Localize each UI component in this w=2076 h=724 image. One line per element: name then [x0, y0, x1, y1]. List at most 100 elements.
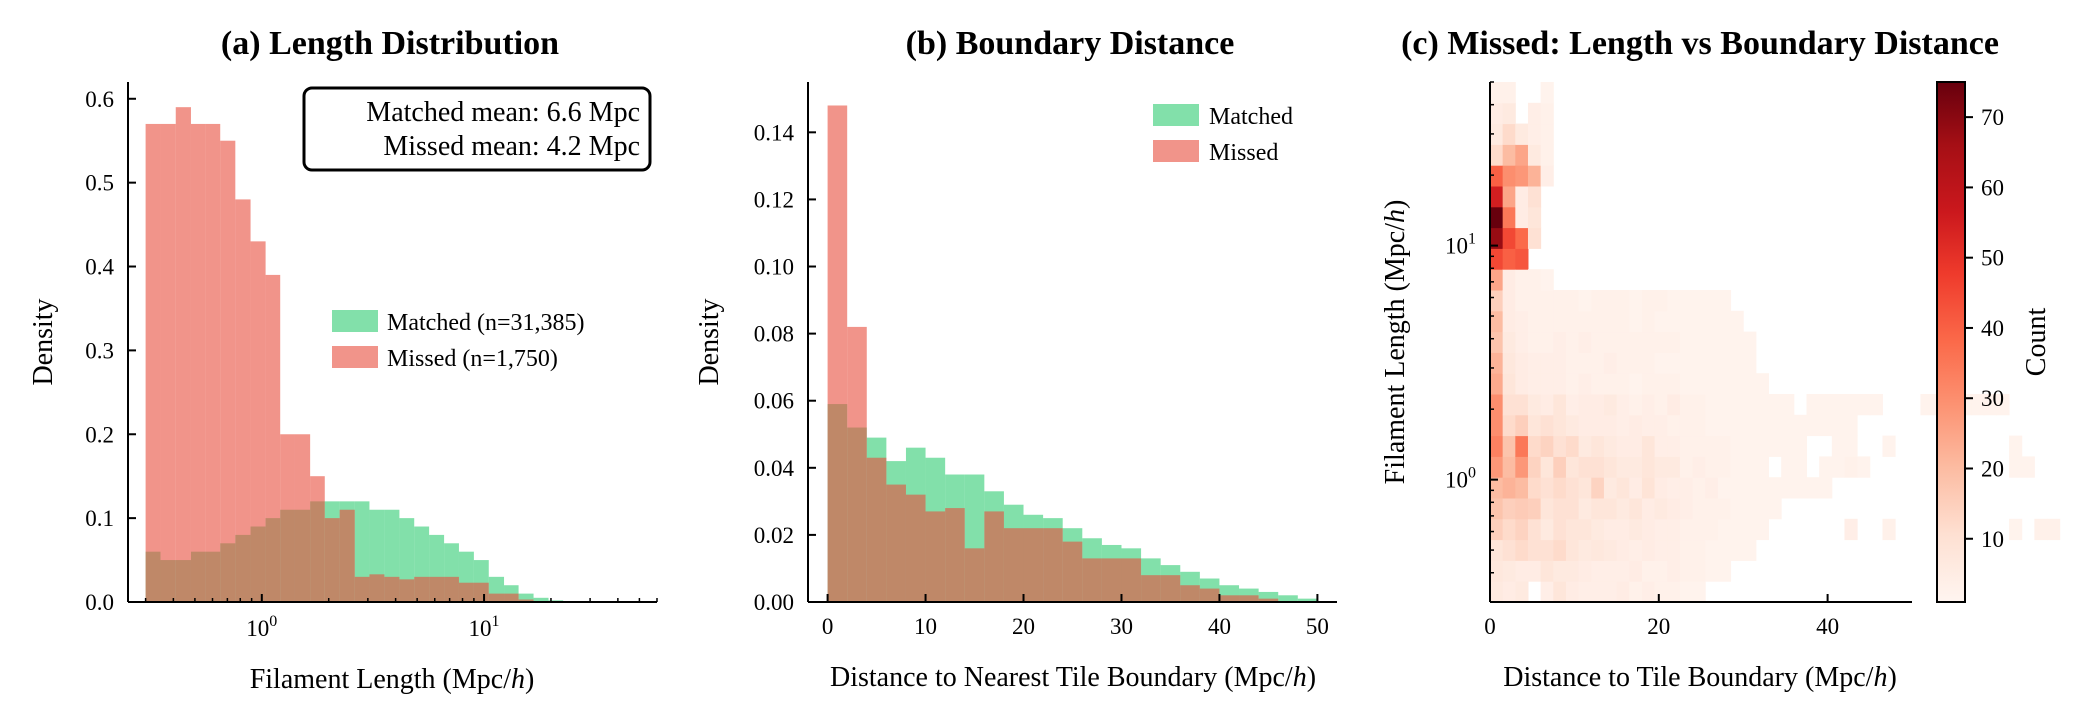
heatmap-cell	[1578, 394, 1592, 416]
heatmap-cell	[1654, 477, 1668, 499]
heatmap-cell	[1743, 518, 1757, 541]
missed-bar	[324, 518, 340, 602]
heatmap-cell	[1831, 394, 1845, 416]
heatmap-cell	[1679, 394, 1694, 416]
heatmap-cell	[1603, 414, 1618, 437]
heatmap-cell	[1565, 435, 1580, 457]
heatmap-cell	[1603, 352, 1618, 374]
heatmap-cell	[1540, 435, 1554, 457]
heatmap-cell	[1844, 518, 1858, 541]
heatmap-cell	[1527, 560, 1542, 582]
heatmap-cell	[1502, 518, 1516, 541]
heatmap-cell	[1490, 248, 1504, 270]
colorbar-label: Count	[2021, 308, 2052, 377]
heatmap-cell	[1591, 435, 1605, 457]
heatmap-cell	[1515, 206, 1529, 229]
heatmap-cell	[1502, 186, 1516, 208]
heatmap-cell	[1527, 102, 1542, 125]
heatmap-cell	[1603, 331, 1618, 353]
panel-b-legend: Matched Missed	[1153, 104, 1293, 166]
heatmap-cell	[1717, 373, 1732, 395]
heatmap-cell	[1490, 539, 1504, 561]
heatmap-cell	[1502, 102, 1516, 125]
missed-bar	[145, 123, 161, 602]
missed-bar	[458, 582, 474, 602]
heatmap-cell	[1730, 539, 1744, 561]
panel-c-cells	[1490, 82, 2061, 603]
heatmap-cell	[1515, 227, 1529, 249]
missed-bar	[399, 579, 415, 602]
heatmap-cell	[1490, 82, 1504, 104]
panel-b-axes	[807, 82, 1337, 603]
heatmap-cell	[1540, 310, 1554, 333]
y-tick-label: 100	[1445, 465, 1476, 493]
heatmap-cell	[1527, 165, 1542, 187]
heatmap-cell	[1755, 456, 1770, 478]
heatmap-cell	[1667, 373, 1681, 395]
missed-bar	[339, 509, 355, 602]
y-tick-label: 0.00	[754, 590, 794, 615]
heatmap-cell	[1641, 477, 1656, 499]
y-tick-label: 0.4	[85, 255, 114, 280]
legend-b-swatch-matched	[1153, 104, 1199, 126]
panel-a-xlabel: Filament Length (Mpc/h)	[250, 664, 535, 695]
missed-bar	[265, 274, 281, 602]
heatmap-cell	[1616, 290, 1630, 312]
heatmap-cell	[1540, 456, 1554, 478]
heatmap-cell	[1667, 290, 1681, 312]
heatmap-cell	[1527, 414, 1542, 437]
heatmap-cell	[1490, 435, 1504, 457]
heatmap-cell	[1654, 290, 1668, 312]
panel-a-x-ticks: 100 101	[144, 594, 658, 641]
heatmap-cell	[1490, 144, 1504, 166]
heatmap-cell	[1692, 560, 1706, 582]
heatmap-cell	[1527, 290, 1542, 312]
heatmap-cell	[1527, 144, 1542, 166]
heatmap-cell	[1705, 539, 1719, 561]
heatmap-cell	[1502, 227, 1516, 249]
matched-bar	[1278, 595, 1298, 602]
heatmap-cell	[1629, 560, 1643, 582]
heatmap-cell	[1490, 518, 1504, 541]
colorbar-ticks: 10 20 30 40 50 60 70	[1965, 105, 2004, 552]
missed-bar	[827, 105, 848, 602]
heatmap-cell	[1629, 290, 1643, 312]
heatmap-cell	[1616, 414, 1630, 437]
heatmap-cell	[1565, 290, 1580, 312]
heatmap-cell	[1490, 206, 1504, 229]
heatmap-cell	[1717, 310, 1732, 333]
heatmap-cell	[1667, 477, 1681, 499]
heatmap-cell	[1515, 144, 1529, 166]
heatmap-cell	[1819, 477, 1833, 499]
legend-swatch-missed	[332, 346, 378, 368]
heatmap-cell	[1616, 581, 1630, 603]
heatmap-cell	[1616, 435, 1630, 457]
heatmap-cell	[1591, 310, 1605, 333]
missed-bar	[1160, 575, 1181, 602]
heatmap-cell	[1527, 539, 1542, 561]
heatmap-cell	[1692, 518, 1706, 541]
heatmap-cell	[1591, 581, 1605, 603]
heatmap-cell	[1705, 414, 1719, 437]
heatmap-cell	[1730, 456, 1744, 478]
panel-a-ylabel: Density	[28, 298, 59, 385]
heatmap-cell	[1679, 518, 1694, 541]
heatmap-cell	[1553, 414, 1567, 437]
heatmap-cell	[1857, 394, 1871, 416]
heatmap-cell	[1629, 310, 1643, 333]
heatmap-cell	[1679, 456, 1694, 478]
y-tick-label: 0.10	[754, 255, 794, 280]
heatmap-cell	[1502, 352, 1516, 374]
heatmap-cell	[1667, 435, 1681, 457]
missed-bar	[1121, 558, 1142, 602]
heatmap-cell	[1679, 539, 1694, 561]
heatmap-cell	[1502, 123, 1516, 145]
heatmap-cell	[1490, 227, 1504, 249]
heatmap-cell	[1629, 435, 1643, 457]
heatmap-cell	[1717, 435, 1732, 457]
missed-bar	[354, 576, 370, 602]
heatmap-cell	[1540, 498, 1554, 520]
heatmap-cell	[1578, 477, 1592, 499]
heatmap-cell	[1717, 414, 1732, 437]
heatmap-cell	[1819, 394, 1833, 416]
